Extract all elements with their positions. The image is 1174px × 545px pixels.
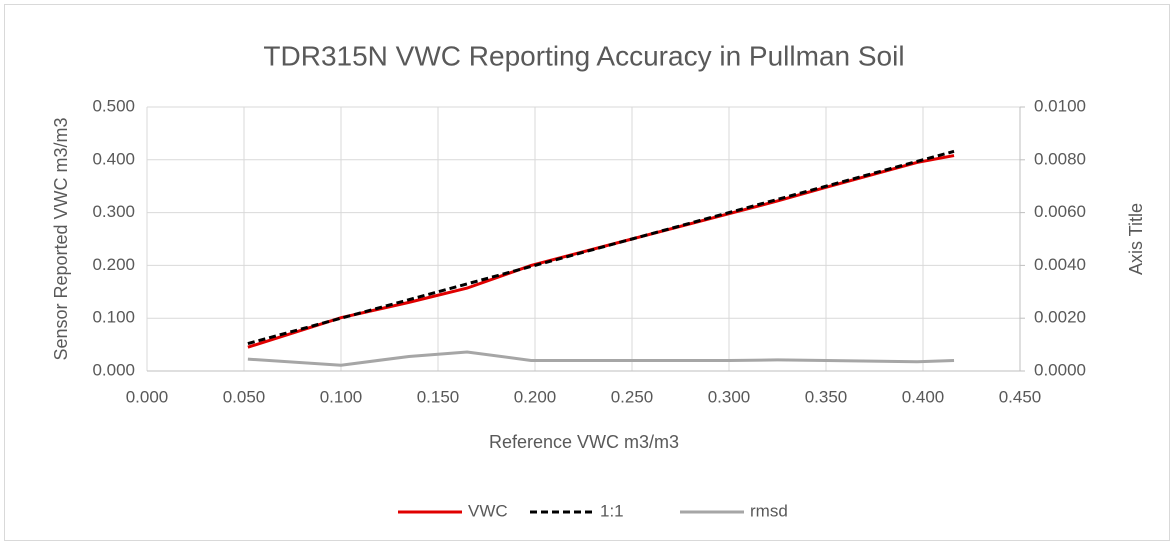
- y-tick-label: 0.000: [92, 360, 135, 379]
- y-tick-label: 0.300: [92, 202, 135, 221]
- x-tick-label: 0.150: [417, 387, 460, 406]
- y2-axis-title: Axis Title: [1126, 203, 1146, 275]
- legend-label: rmsd: [750, 501, 788, 520]
- x-tick-label: 0.200: [514, 387, 557, 406]
- y2-tick-label: 0.0020: [1034, 308, 1086, 327]
- series-line: [247, 350, 955, 367]
- x-tick-label: 0.100: [320, 387, 363, 406]
- y2-tick-label: 0.0080: [1034, 149, 1086, 168]
- x-tick-label: 0.000: [126, 387, 169, 406]
- y-axis-title: Sensor Reported VWC m3/m3: [51, 117, 71, 360]
- x-tick-label: 0.350: [805, 387, 848, 406]
- y2-tick-label: 0.0000: [1034, 360, 1086, 379]
- y-tick-label: 0.400: [92, 149, 135, 168]
- y2-tick-label: 0.0100: [1034, 96, 1086, 115]
- y2-tick-label: 0.0040: [1034, 255, 1086, 274]
- x-axis-title: Reference VWC m3/m3: [489, 432, 679, 452]
- legend-label: 1:1: [600, 501, 624, 520]
- legend-label: VWC: [468, 501, 508, 520]
- y-tick-label: 0.200: [92, 255, 135, 274]
- x-tick-label: 0.300: [708, 387, 751, 406]
- chart-title: TDR315N VWC Reporting Accuracy in Pullma…: [263, 40, 904, 71]
- y-tick-label: 0.500: [92, 96, 135, 115]
- series-line: [247, 149, 955, 345]
- x-tick-label: 0.450: [999, 387, 1042, 406]
- chart-border: [4, 4, 1170, 541]
- y-tick-label: 0.100: [92, 308, 135, 327]
- y2-tick-label: 0.0060: [1034, 202, 1086, 221]
- x-tick-label: 0.050: [223, 387, 266, 406]
- x-tick-label: 0.400: [902, 387, 945, 406]
- x-tick-label: 0.250: [611, 387, 654, 406]
